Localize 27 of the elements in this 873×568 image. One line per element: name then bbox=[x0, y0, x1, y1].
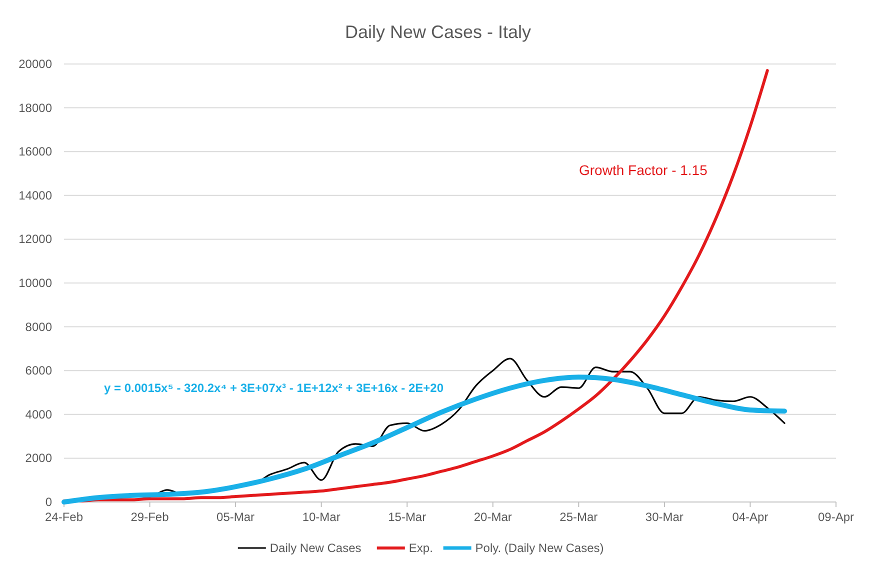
x-tick-label: 05-Mar bbox=[216, 510, 255, 524]
legend-label: Poly. (Daily New Cases) bbox=[475, 541, 604, 555]
x-tick-label: 24-Feb bbox=[44, 510, 84, 524]
y-tick-label: 20000 bbox=[18, 57, 52, 71]
y-tick-label: 18000 bbox=[18, 100, 52, 115]
y-tick-label: 0 bbox=[45, 495, 52, 509]
legend-label: Exp. bbox=[408, 541, 433, 555]
x-tick-label: 15-Mar bbox=[388, 510, 426, 524]
x-tick-label: 25-Mar bbox=[560, 510, 598, 524]
x-tick-label: 09-Apr bbox=[818, 510, 854, 524]
x-tick-label: 30-Mar bbox=[645, 510, 684, 524]
y-tick-label: 6000 bbox=[25, 364, 52, 378]
x-tick-label: 10-Mar bbox=[302, 510, 340, 524]
y-tick-label: 14000 bbox=[18, 188, 52, 202]
x-tick-label: 04-Apr bbox=[732, 510, 768, 524]
annotation: Growth Factor - 1.15 bbox=[579, 162, 708, 178]
y-tick-label: 4000 bbox=[25, 407, 52, 422]
y-tick-label: 12000 bbox=[18, 232, 52, 246]
chart-title: Daily New Cases - Italy bbox=[344, 22, 532, 42]
y-tick-label: 2000 bbox=[25, 451, 52, 466]
y-tick-label: 16000 bbox=[18, 144, 52, 159]
annotation: y = 0.0015x⁵ - 320.2x⁴ + 3E+07x³ - 1E+12x² + 3E+16x - 2E+20 bbox=[104, 381, 444, 395]
y-tick-label: 8000 bbox=[25, 320, 52, 334]
y-tick-label: 10000 bbox=[18, 276, 52, 290]
legend-label: Daily New Cases bbox=[270, 541, 362, 555]
x-tick-label: 29-Feb bbox=[130, 510, 170, 524]
x-tick-label: 20-Mar bbox=[474, 510, 512, 524]
